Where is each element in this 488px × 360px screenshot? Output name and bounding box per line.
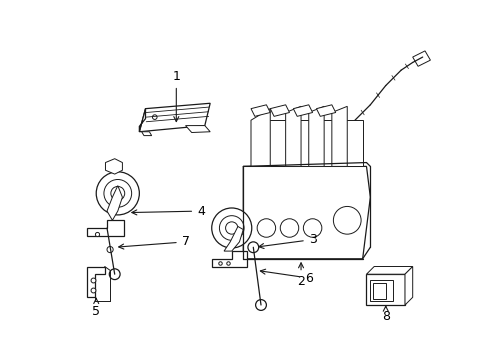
Polygon shape <box>331 106 346 166</box>
Polygon shape <box>139 103 210 132</box>
Circle shape <box>257 219 275 237</box>
Polygon shape <box>404 266 412 305</box>
Text: 5: 5 <box>92 298 100 318</box>
Circle shape <box>104 180 131 207</box>
Text: 8: 8 <box>381 306 389 323</box>
Text: 4: 4 <box>132 204 204 217</box>
Circle shape <box>255 300 266 310</box>
Polygon shape <box>316 105 335 116</box>
Text: 1: 1 <box>172 70 180 122</box>
Circle shape <box>247 242 258 253</box>
Polygon shape <box>308 106 324 166</box>
Polygon shape <box>250 105 270 116</box>
Circle shape <box>225 222 238 234</box>
Polygon shape <box>87 266 104 297</box>
Circle shape <box>107 247 113 253</box>
Circle shape <box>333 206 360 234</box>
Circle shape <box>219 216 244 240</box>
Polygon shape <box>105 159 122 174</box>
Circle shape <box>152 115 157 120</box>
Circle shape <box>96 172 139 215</box>
Circle shape <box>280 219 298 237</box>
Polygon shape <box>293 105 312 116</box>
Circle shape <box>303 219 321 237</box>
Polygon shape <box>212 251 246 266</box>
Polygon shape <box>270 105 289 116</box>
Text: 7: 7 <box>119 235 189 249</box>
Circle shape <box>111 186 124 200</box>
Polygon shape <box>366 266 412 274</box>
Polygon shape <box>412 51 429 66</box>
Polygon shape <box>224 226 243 251</box>
Polygon shape <box>185 126 210 132</box>
Polygon shape <box>285 106 301 166</box>
Text: 3: 3 <box>258 233 316 248</box>
Text: 2: 2 <box>297 263 305 288</box>
Circle shape <box>211 208 251 248</box>
Polygon shape <box>250 109 270 166</box>
Polygon shape <box>243 166 369 259</box>
Polygon shape <box>107 186 122 220</box>
Polygon shape <box>250 120 362 166</box>
Circle shape <box>109 269 120 280</box>
Polygon shape <box>142 132 151 136</box>
Polygon shape <box>87 220 123 236</box>
Polygon shape <box>372 283 385 299</box>
Text: 6: 6 <box>260 269 312 284</box>
Polygon shape <box>369 280 393 301</box>
Polygon shape <box>366 274 404 305</box>
Polygon shape <box>139 109 145 132</box>
